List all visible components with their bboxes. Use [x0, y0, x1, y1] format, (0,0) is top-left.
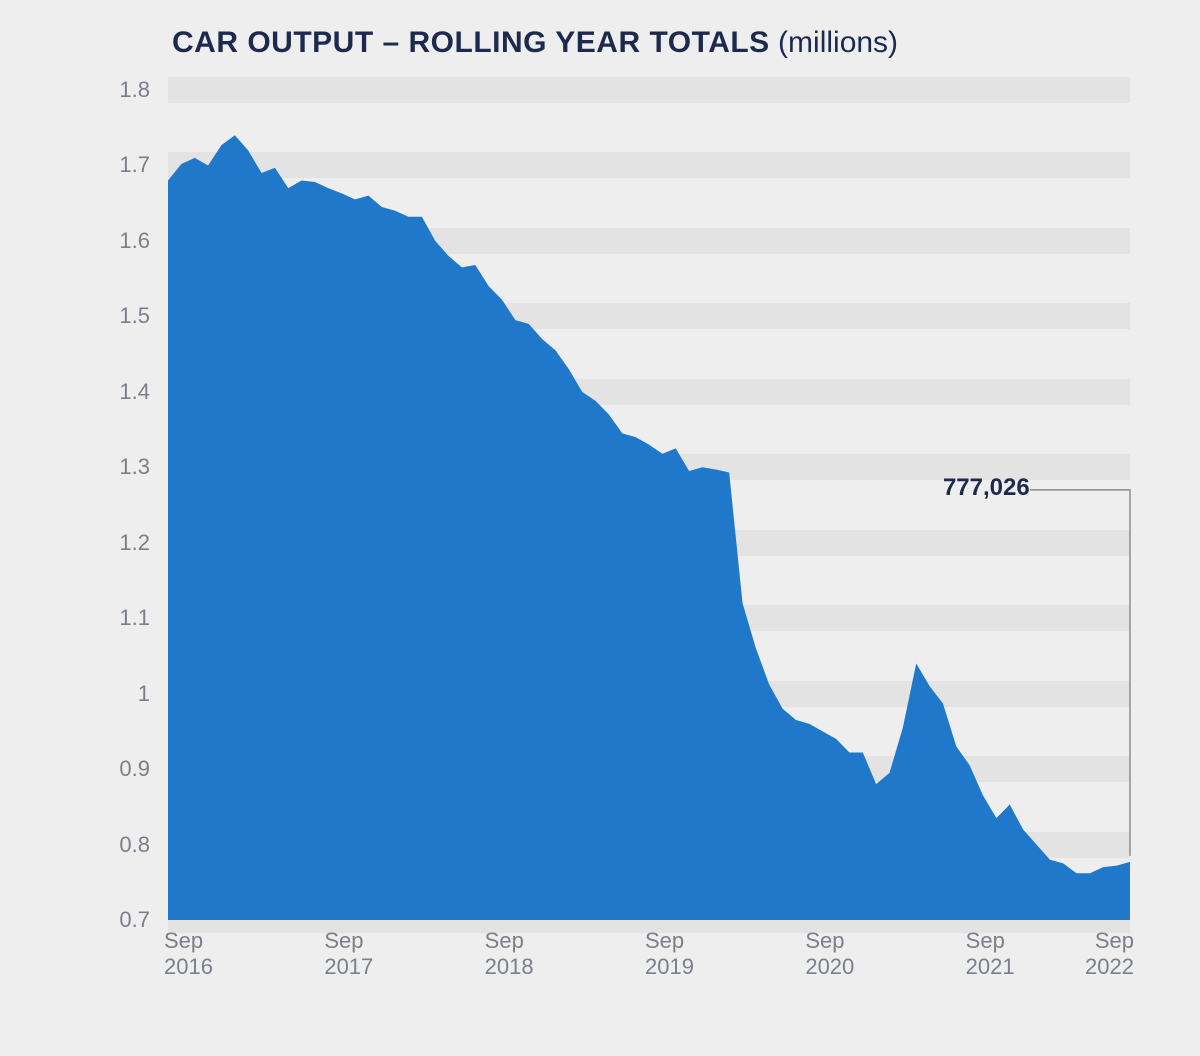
y-tick-label: 0.9 — [0, 756, 150, 782]
chart-title-units: (millions) — [778, 26, 898, 59]
car-output-chart: CAR OUTPUT – ROLLING YEAR TOTALS (millio… — [0, 0, 1200, 1056]
plot-area: 777,026 — [168, 90, 1130, 920]
y-tick-label: 1.3 — [0, 454, 150, 480]
y-tick-label: 1.5 — [0, 303, 150, 329]
y-tick-label: 1.8 — [0, 77, 150, 103]
x-tick-label: Sep2016 — [164, 928, 213, 980]
y-tick-label: 1.4 — [0, 379, 150, 405]
x-tick-label: Sep2022 — [1064, 928, 1134, 980]
x-tick-label: Sep2021 — [966, 928, 1015, 980]
chart-title-bold: CAR OUTPUT – ROLLING YEAR TOTALS — [172, 26, 770, 59]
y-tick-label: 1 — [0, 681, 150, 707]
y-tick-label: 1.1 — [0, 605, 150, 631]
annotation-value: 777,026 — [943, 474, 1030, 502]
chart-title: CAR OUTPUT – ROLLING YEAR TOTALS (millio… — [168, 26, 898, 60]
y-tick-label: 1.2 — [0, 530, 150, 556]
area-series — [168, 90, 1130, 920]
y-tick-label: 0.7 — [0, 907, 150, 933]
y-tick-label: 1.6 — [0, 228, 150, 254]
y-tick-label: 0.8 — [0, 832, 150, 858]
x-tick-label: Sep2017 — [324, 928, 373, 980]
x-tick-label: Sep2020 — [805, 928, 854, 980]
x-tick-label: Sep2018 — [485, 928, 534, 980]
x-tick-label: Sep2019 — [645, 928, 694, 980]
y-tick-label: 1.7 — [0, 152, 150, 178]
